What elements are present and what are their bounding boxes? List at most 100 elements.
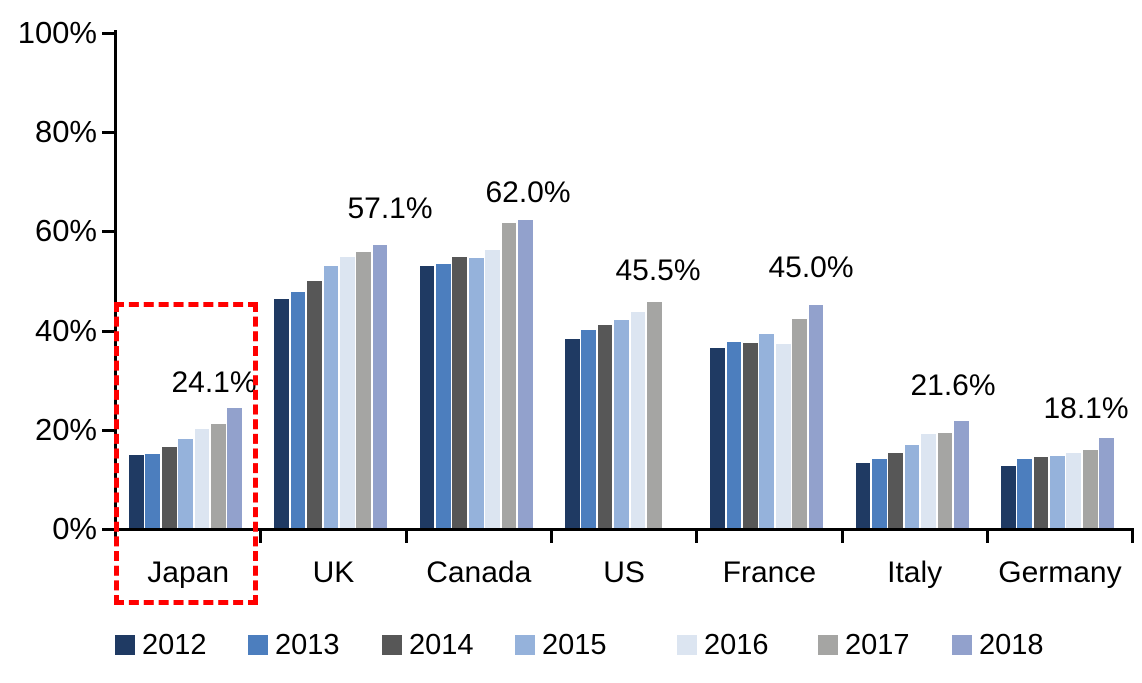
bar-us-2014	[597, 325, 613, 528]
bar-italy-2016	[921, 434, 936, 528]
legend-item-2012: 2012	[115, 629, 207, 661]
bar-germany-2017	[1082, 449, 1098, 528]
bar-italy-2015	[904, 444, 920, 528]
y-tick-label-0: 0%	[52, 511, 97, 546]
category-label-italy: Italy	[887, 556, 943, 589]
x-tick-4	[695, 531, 699, 543]
bar-us-2012	[564, 338, 580, 528]
legend-item-2014: 2014	[382, 629, 474, 661]
legend-swatch-2018	[952, 635, 972, 655]
bar-uk-2014	[307, 280, 322, 528]
bar-uk-2012	[274, 298, 290, 528]
bar-canada-2017	[501, 222, 517, 528]
legend-label-2016: 2016	[704, 628, 769, 661]
bar-canada-2015	[468, 257, 484, 528]
bar-france-2014	[743, 342, 758, 528]
y-tick-80	[102, 131, 114, 135]
legend-swatch-2012	[115, 635, 135, 655]
bar-italy-2018	[953, 420, 969, 528]
bar-uk-2015	[323, 266, 339, 528]
legend-swatch-2016	[677, 635, 697, 655]
bar-france-2012	[710, 347, 725, 528]
y-tick-label-20: 20%	[34, 411, 97, 447]
bar-us-2016	[630, 312, 646, 528]
legend-label-2017: 2017	[845, 628, 910, 661]
x-tick-1	[259, 531, 263, 543]
x-tick-2	[404, 531, 408, 543]
bar-canada-2016	[485, 249, 500, 528]
bar-uk-2013	[290, 291, 306, 528]
legend-label-2015: 2015	[542, 628, 607, 661]
legend-label-2013: 2013	[275, 628, 340, 661]
y-tick-40	[102, 329, 114, 333]
bar-japan-2018	[227, 408, 243, 528]
bar-france-2013	[726, 342, 742, 528]
bar-germany-2018	[1099, 438, 1114, 528]
category-label-germany: Germany	[998, 556, 1122, 589]
category-label-uk: UK	[312, 556, 355, 589]
y-tick-label-40: 40%	[34, 312, 97, 348]
bar-us-2017	[646, 302, 662, 528]
y-tick-label-60: 60%	[34, 213, 97, 249]
value-label-uk: 57.1%	[347, 192, 433, 225]
x-axis-line	[114, 528, 1135, 531]
legend-item-2013: 2013	[248, 629, 340, 661]
bar-france-2018	[808, 304, 824, 528]
bar-italy-2012	[855, 462, 871, 528]
x-tick-5	[840, 531, 844, 543]
bar-japan-2013	[145, 453, 161, 528]
value-label-france: 45.0%	[768, 251, 854, 284]
bar-japan-2015	[178, 439, 193, 528]
category-label-france: France	[722, 556, 817, 589]
bar-uk-2017	[356, 251, 372, 528]
legend-item-2017: 2017	[818, 629, 910, 661]
category-label-us: US	[603, 556, 645, 589]
y-tick-label-80: 80%	[34, 114, 97, 150]
bar-us-2013	[581, 330, 597, 528]
y-tick-0	[102, 528, 114, 531]
bar-germany-2013	[1017, 459, 1032, 528]
japan-highlight-box	[114, 302, 258, 605]
bar-canada-2012	[419, 266, 435, 528]
bar-germany-2015	[1050, 455, 1065, 528]
bar-canada-2018	[518, 220, 533, 528]
y-tick-20	[102, 428, 114, 432]
bar-japan-2012	[129, 454, 144, 528]
y-axis-line	[114, 30, 117, 531]
value-label-italy: 21.6%	[910, 369, 996, 402]
bar-france-2017	[792, 319, 807, 528]
legend-item-2018: 2018	[952, 629, 1044, 661]
x-tick-3	[549, 531, 553, 543]
category-label-canada: Canada	[426, 556, 532, 589]
bar-japan-2017	[211, 423, 226, 528]
legend-swatch-2013	[248, 635, 268, 655]
legend-swatch-2014	[382, 635, 402, 655]
x-tick-7	[1131, 531, 1135, 543]
bar-germany-2016	[1066, 452, 1082, 528]
y-tick-60	[102, 230, 114, 234]
bar-france-2015	[759, 334, 775, 528]
bar-italy-2014	[888, 452, 904, 528]
legend-swatch-2015	[515, 635, 535, 655]
legend-item-2015: 2015	[515, 629, 607, 661]
value-label-japan: 24.1%	[171, 366, 257, 399]
bar-germany-2012	[1000, 465, 1016, 528]
value-label-germany: 18.1%	[1043, 392, 1129, 425]
bar-france-2016	[775, 343, 791, 528]
category-label-japan: Japan	[147, 556, 230, 589]
y-tick-100	[102, 32, 114, 35]
bar-uk-2016	[339, 256, 355, 528]
bar-canada-2013	[436, 264, 451, 528]
x-tick-6	[985, 531, 989, 543]
bar-germany-2014	[1033, 457, 1049, 528]
legend-label-2018: 2018	[979, 628, 1044, 661]
bar-canada-2014	[452, 256, 468, 528]
legend-label-2012: 2012	[142, 628, 207, 661]
value-label-us: 45.5%	[615, 254, 701, 287]
bar-japan-2014	[161, 446, 177, 528]
legend-item-2016: 2016	[677, 629, 769, 661]
bar-italy-2013	[871, 458, 887, 528]
bar-us-2015	[614, 319, 629, 528]
y-tick-label-100: 100%	[17, 15, 97, 50]
